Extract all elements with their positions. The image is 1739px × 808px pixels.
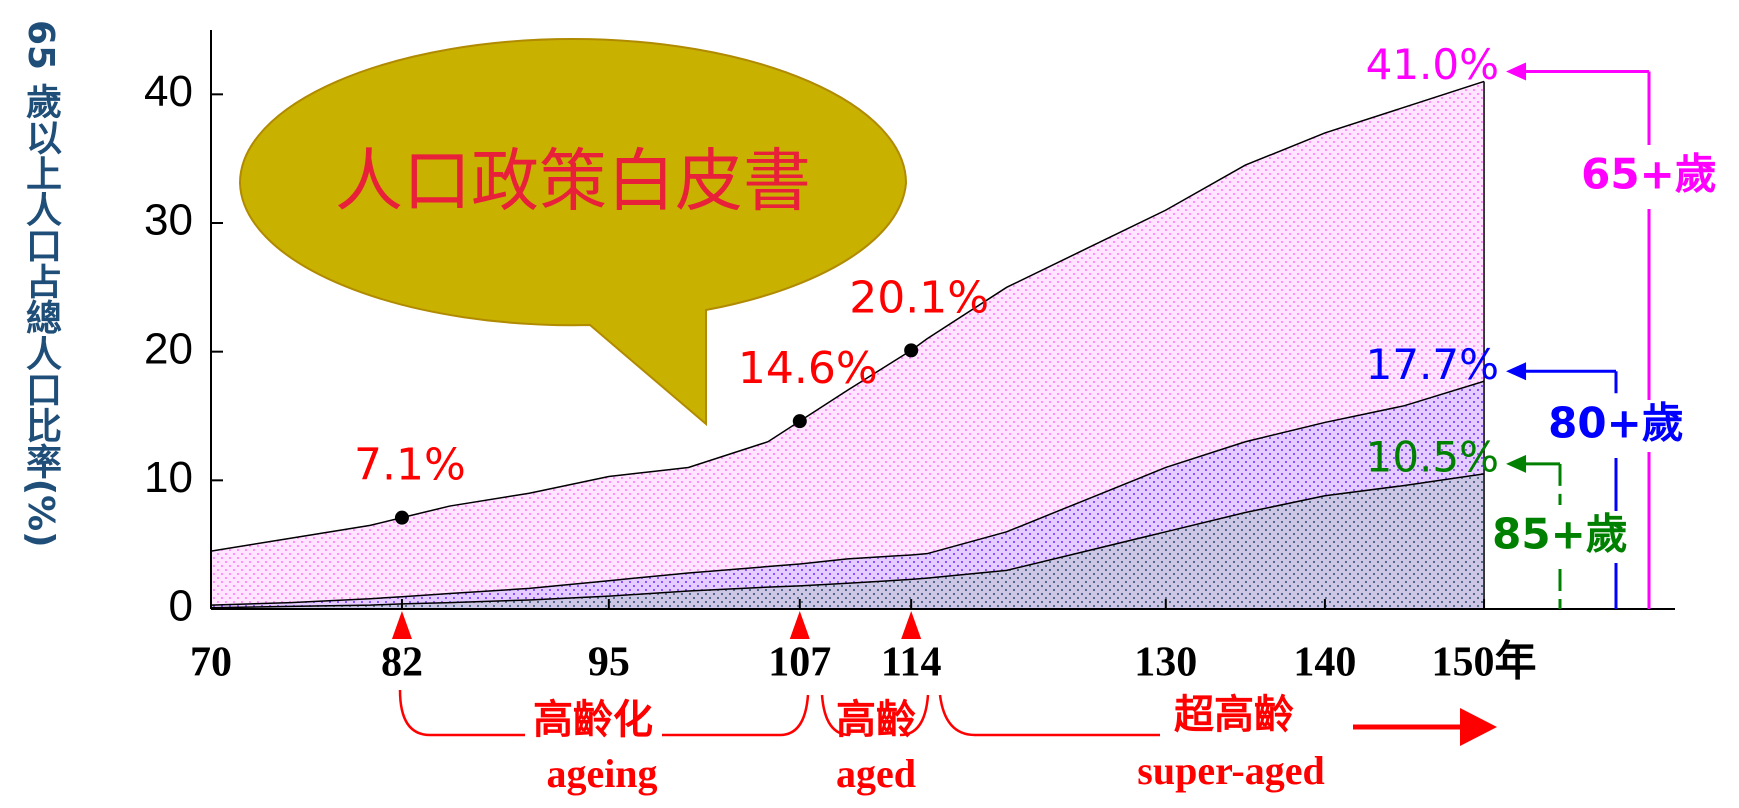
stage-label-en: super-aged	[1137, 748, 1324, 793]
y-tick-label: 10	[144, 453, 193, 502]
x-tick-label: 114	[881, 640, 942, 686]
x-tick-label: 150年	[1432, 639, 1537, 686]
end-label: 17.7%	[1366, 340, 1499, 389]
x-tick-label: 107	[768, 640, 831, 686]
x-tick-label: 140	[1293, 640, 1356, 686]
stage-marker	[391, 611, 412, 639]
y-axis-title: 65 歲以上人口占總人口比率(%)	[20, 20, 62, 548]
area-line	[210, 380, 1485, 606]
x-tick-label: 130	[1134, 640, 1197, 686]
data-point	[904, 343, 919, 358]
stage-bracket	[398, 689, 1160, 737]
value-label: 7.1%	[354, 440, 466, 491]
y-tick-label: 20	[144, 324, 193, 373]
stage-label: 高齡化	[533, 697, 653, 743]
plot: 0 10 20 30 40 70 82 95 107 114 130 140 150年 7.1% 14.6%…	[144, 30, 1717, 686]
area-line	[210, 473, 1485, 609]
data-point	[792, 414, 807, 429]
data-point	[394, 510, 409, 525]
stage-label: 高齡	[836, 697, 916, 743]
legend-label: 85+歲	[1492, 510, 1628, 559]
stage-marker	[789, 611, 810, 639]
end-label: 41.0%	[1366, 40, 1499, 89]
stage-marker	[901, 611, 922, 639]
end-label: 10.5%	[1366, 432, 1499, 481]
legend-label: 80+歲	[1548, 399, 1684, 448]
y-tick-label: 0	[169, 582, 193, 631]
x-tick-label: 95	[588, 640, 630, 686]
y-tick-label: 30	[144, 196, 193, 245]
area-line	[210, 80, 1485, 552]
legend-label: 65+歲	[1581, 150, 1717, 199]
callout-bubble	[238, 38, 908, 427]
value-label: 20.1%	[849, 272, 989, 323]
callout-text: 人口政策白皮書	[335, 143, 811, 222]
stage-arrow-head	[1460, 708, 1497, 746]
stage-label: 超高齡	[1174, 692, 1294, 738]
stage-label-en: aged	[836, 751, 916, 796]
area	[211, 473, 1485, 609]
x-tick-label: 82	[381, 640, 423, 686]
stage-label-en: ageing	[546, 751, 657, 796]
x-tick-label: 70	[190, 640, 232, 686]
y-tick-label: 40	[144, 67, 193, 116]
legend-arrow-head	[1506, 62, 1527, 81]
value-label: 14.6%	[738, 343, 878, 394]
legend-arrow-head	[1506, 362, 1527, 381]
legend-arrow-head	[1506, 454, 1527, 473]
